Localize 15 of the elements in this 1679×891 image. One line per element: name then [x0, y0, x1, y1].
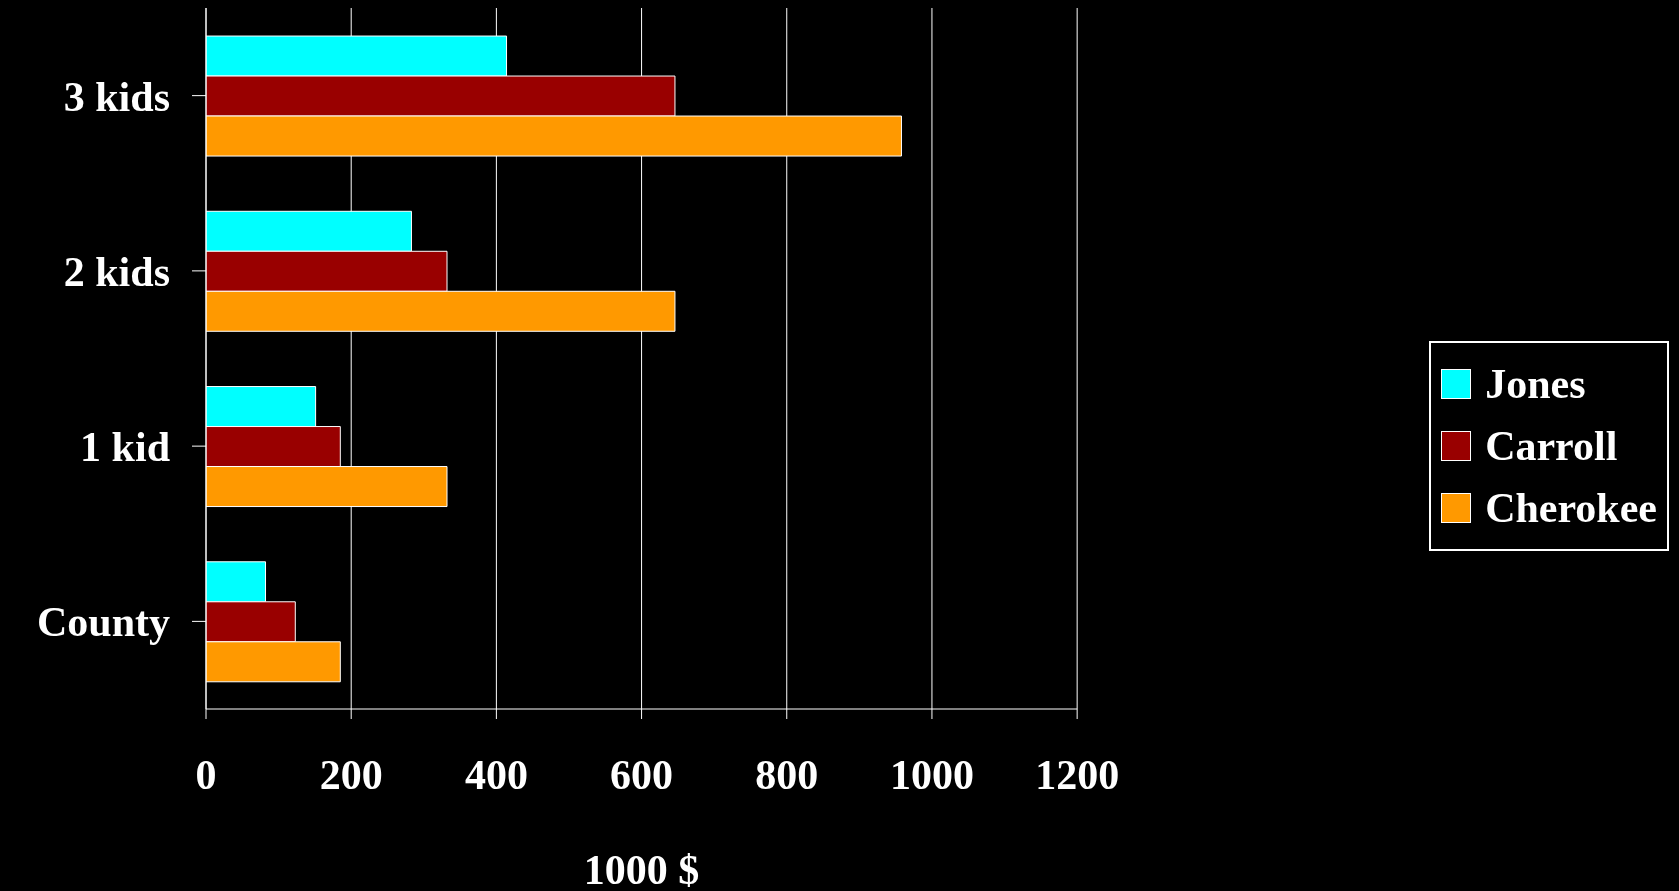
x-tick-label: 600 [610, 751, 674, 798]
y-tick-label: 3 kids [63, 73, 170, 120]
x-tick-label: 800 [755, 751, 819, 798]
x-tick-label: 1200 [1035, 751, 1120, 798]
y-tick-label: County [36, 599, 170, 646]
y-tick-label: 2 kids [63, 248, 170, 295]
y-tick-label: 1 kid [80, 424, 170, 471]
x-tick-label: 0 [195, 751, 217, 798]
legend-label: Carroll [1484, 421, 1619, 471]
x-axis-title: 1000 $ [583, 847, 700, 891]
legend-label: Cherokee [1484, 483, 1657, 533]
x-tick-label: 1000 [889, 751, 974, 798]
legend-label: Jones [1484, 359, 1587, 409]
x-tick-label: 200 [319, 751, 383, 798]
x-tick-label: 400 [464, 751, 528, 798]
